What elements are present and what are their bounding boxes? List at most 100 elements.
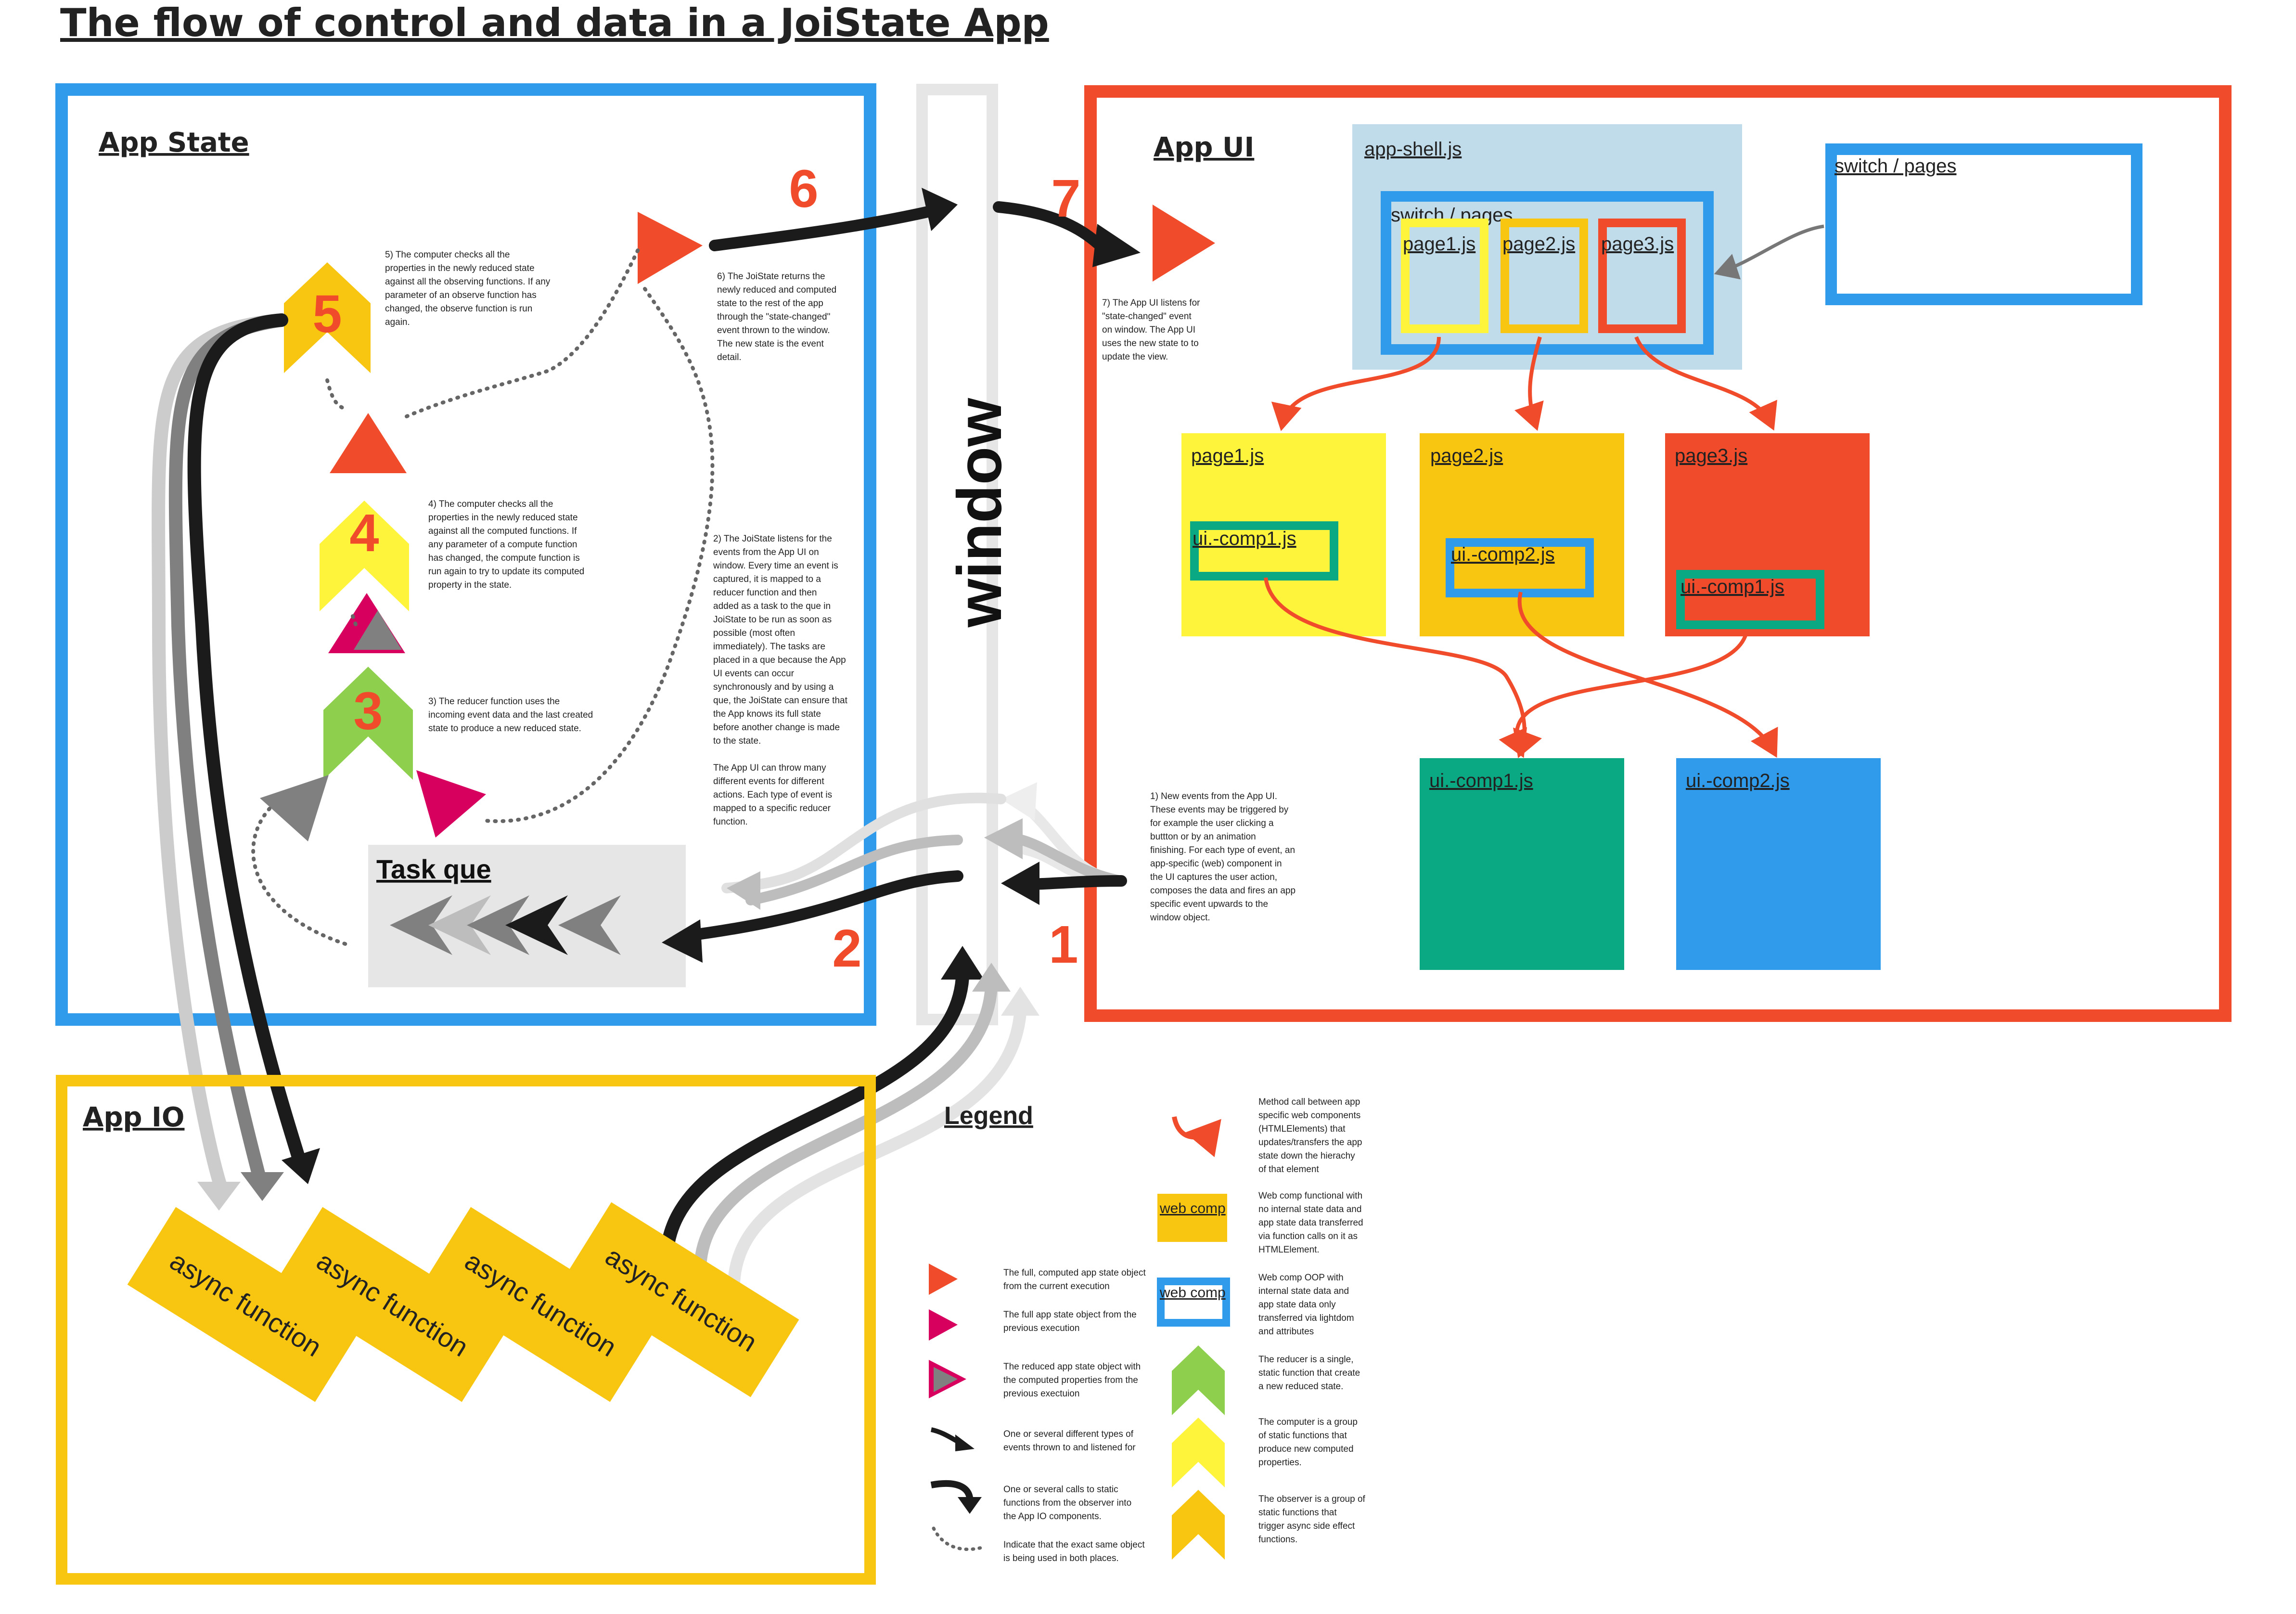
- legend-webcomp-functional-label: web comp: [1159, 1201, 1226, 1216]
- reducer-chevron: [323, 667, 413, 780]
- step-6-number: 6: [789, 159, 818, 219]
- page3-small-label: page3.js: [1601, 233, 1674, 255]
- legend-title: Legend: [944, 1102, 1033, 1130]
- comp2-label: ui.-comp2.js: [1686, 770, 1790, 791]
- legend-line: state down the hierachy: [1258, 1151, 1355, 1161]
- note-2-line: placed in a que because the App: [713, 655, 846, 665]
- note-3-line: incoming event data and the last created: [428, 710, 593, 720]
- note-2-line: The App UI can throw many: [713, 763, 826, 773]
- switch-pages-outer: [1825, 143, 2142, 305]
- note-6-line: 6) The JoiState returns the: [717, 271, 825, 282]
- note-4-line: 4) The computer checks all the: [428, 499, 553, 509]
- app-ui-title: App UI: [1154, 132, 1254, 163]
- previous-state-triangle: [416, 770, 486, 838]
- note-3-line: 3) The reducer function uses the: [428, 697, 560, 707]
- note-2-line: captured, it is mapped to a: [713, 574, 821, 584]
- note-6-line: The new state is the event: [717, 339, 824, 349]
- legend-text-webcomp-functional: Web comp functional with no internal stat…: [1258, 1191, 1363, 1255]
- legend-webcomp-functional-icon: [1157, 1194, 1227, 1242]
- note-2-line: immediately). The tasks are: [713, 642, 825, 652]
- note-1: 1) New events from the App UI. These even…: [1150, 791, 1296, 923]
- note-4-line: run again to try to update its computed: [428, 567, 584, 577]
- legend-dotted-icon: [932, 1526, 984, 1551]
- observer-chevron: [284, 262, 371, 373]
- app-io-title: App IO: [83, 1102, 184, 1133]
- legend-line: produce new computed: [1258, 1444, 1354, 1454]
- reducer-input-triangle: [260, 775, 329, 841]
- app-shell-label: app-shell.js: [1364, 139, 1462, 160]
- page1-box: [1181, 433, 1386, 636]
- legend-line: previous execution: [1003, 1323, 1079, 1333]
- note-2-line: mapped to a specific reducer: [713, 803, 831, 813]
- legend-text-observer: The observer is a group of static functio…: [1258, 1494, 1366, 1545]
- comp1-in-page3-label: ui.-comp1.js: [1680, 576, 1784, 597]
- legend-line: (HTMLElements) that: [1258, 1124, 1346, 1134]
- page3-label: page3.js: [1675, 445, 1747, 466]
- page2-small-label: page2.js: [1502, 233, 1575, 255]
- comp1-box: [1420, 758, 1624, 970]
- legend-line: properties.: [1258, 1458, 1302, 1468]
- legend-reduced-state-inner-icon: [934, 1367, 958, 1392]
- legend-webcomp-oop-label: web comp: [1159, 1285, 1226, 1301]
- note-5-line: against all the observing functions. If …: [385, 277, 551, 287]
- comp1-in-page1-label: ui.-comp1.js: [1193, 528, 1296, 549]
- legend-computer-icon: [1172, 1418, 1225, 1487]
- note-6-line: newly reduced and computed: [717, 285, 836, 295]
- current-state-triangle: [330, 413, 407, 473]
- legend-line: static function that create: [1258, 1368, 1360, 1378]
- legend-text-reducer: The reducer is a single, static function …: [1258, 1355, 1360, 1392]
- legend-line: updates/transfers the app: [1258, 1137, 1362, 1148]
- legend-line: a new reduced state.: [1258, 1382, 1343, 1392]
- note-4-line: property in the state.: [428, 580, 512, 590]
- switch-pages-outer-label: switch / pages: [1834, 155, 1956, 177]
- window-label: window: [944, 398, 1014, 628]
- note-6-line: through the "state-changed": [717, 312, 830, 322]
- note-4: 4) The computer checks all the properties…: [428, 499, 584, 590]
- legend-line: events thrown to and listened for: [1003, 1443, 1136, 1453]
- step-4-number: 4: [349, 504, 379, 563]
- note-7-line: on window. The App UI: [1102, 325, 1195, 335]
- note-2-line: window. Every time an event is: [713, 561, 838, 571]
- note-7-line: uses the new state to to: [1102, 338, 1199, 349]
- legend-line: The reduced app state object with: [1003, 1362, 1141, 1372]
- legend-text-computer: The computer is a group of static functio…: [1258, 1417, 1358, 1468]
- legend-line: HTMLElement.: [1258, 1245, 1320, 1255]
- note-1-line: finishing. For each type of event, an: [1150, 845, 1295, 855]
- legend-text-previous-state: The full app state object from the previo…: [1003, 1310, 1137, 1333]
- legend-text-calls: One or several calls to static functions …: [1003, 1485, 1131, 1522]
- note-3: 3) The reducer function uses the incoming…: [428, 697, 593, 734]
- note-4-line: has changed, the compute function is: [428, 553, 580, 563]
- legend-reducer-icon: [1172, 1345, 1225, 1415]
- note-4-line: any parameter of a compute function: [428, 540, 577, 550]
- legend-line: One or several different types of: [1003, 1429, 1134, 1439]
- note-4-line: properties in the newly reduced state: [428, 513, 578, 523]
- comp2-in-page2-label: ui.-comp2.js: [1451, 544, 1555, 565]
- legend-observer-icon: [1172, 1490, 1225, 1560]
- legend-text-webcomp-oop: Web comp OOP with internal state data and…: [1258, 1273, 1354, 1337]
- note-1-line: composes the data and fires an app: [1150, 886, 1296, 896]
- note-2-line: que, the JoiState can ensure that: [713, 696, 848, 706]
- legend-line: the App IO components.: [1003, 1511, 1102, 1522]
- legend-line: of that element: [1258, 1164, 1319, 1175]
- legend-line: functions from the observer into: [1003, 1498, 1131, 1508]
- note-1-line: These events may be triggered by: [1150, 805, 1289, 815]
- note-2-line: the App knows its full state: [713, 709, 821, 719]
- note-1-line: buttton or by an animation: [1150, 832, 1256, 842]
- page1-small: [1401, 219, 1488, 333]
- page3-box: [1665, 433, 1870, 636]
- note-7-line: 7) The App UI listens for: [1102, 298, 1200, 308]
- comp1-label: ui.-comp1.js: [1429, 770, 1533, 791]
- app-ui-state-triangle: [1153, 205, 1215, 282]
- legend-line: app state data only: [1258, 1300, 1336, 1310]
- legend-line: static functions that: [1258, 1508, 1337, 1518]
- note-6-line: event thrown to the window.: [717, 325, 830, 336]
- switch-pages-inner: [1381, 191, 1714, 355]
- note-1-line: the UI captures the user action,: [1150, 872, 1277, 882]
- page1-label: page1.js: [1191, 445, 1264, 466]
- note-5-line: again.: [385, 317, 410, 327]
- legend-method-call-icon: [1172, 1116, 1221, 1158]
- note-3-line: state to produce a new reduced state.: [428, 723, 581, 734]
- page2-box: [1420, 433, 1624, 636]
- legend-line: The full app state object from the: [1003, 1310, 1137, 1320]
- note-2-line: reducer function and then: [713, 588, 817, 598]
